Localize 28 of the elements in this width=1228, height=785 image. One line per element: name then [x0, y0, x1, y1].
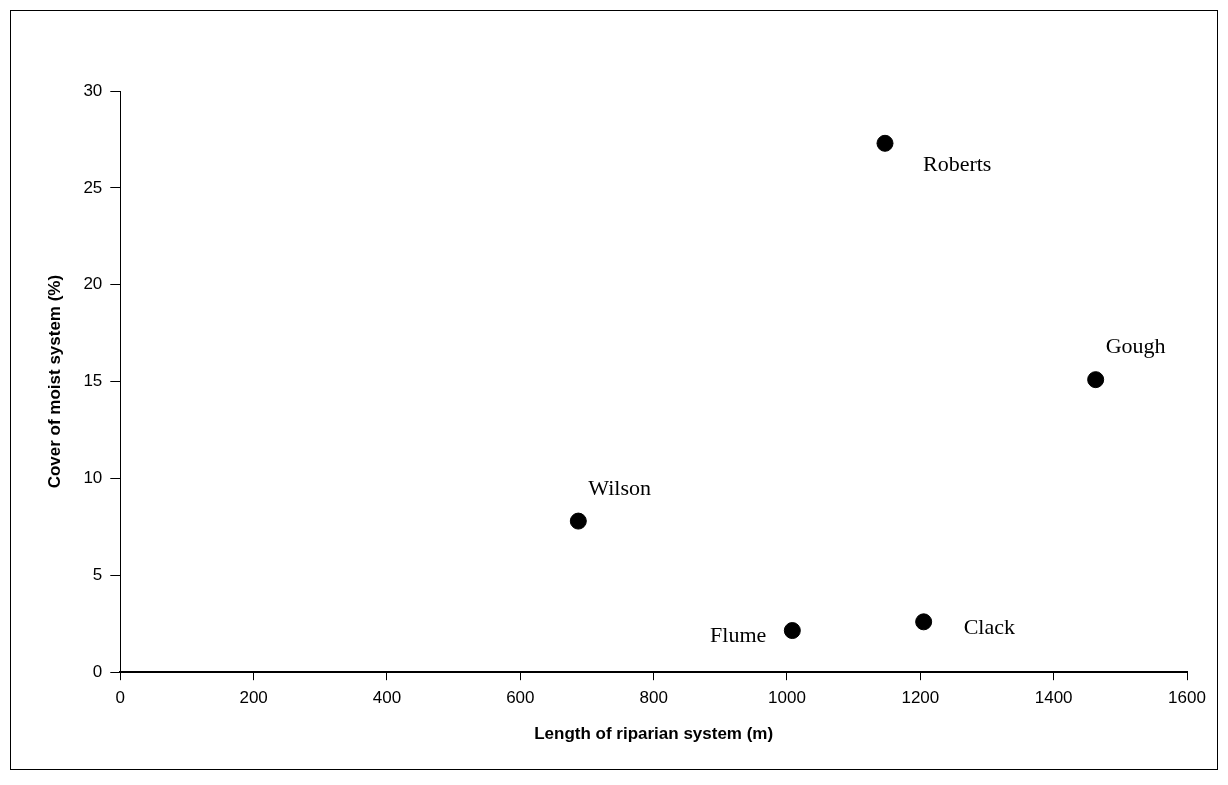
y-tick-label: 30	[83, 80, 103, 100]
point	[915, 613, 933, 631]
annotation: Wilson	[588, 474, 651, 500]
x-tick-label: 200	[239, 688, 268, 708]
point	[569, 512, 587, 530]
x-tick-label: 1000	[768, 688, 806, 708]
annotation: Clack	[963, 613, 1015, 639]
point	[876, 134, 894, 152]
x-tick-label: 1600	[1168, 688, 1206, 708]
y-tick-label: 5	[92, 565, 103, 585]
y-tick-label: 10	[83, 468, 103, 488]
y-tick-label: 25	[83, 177, 103, 197]
point	[1087, 371, 1105, 389]
x-tick-label: 1400	[1034, 688, 1073, 708]
x-tick-label: 0	[115, 688, 126, 708]
annotation: Roberts	[922, 151, 992, 177]
annotation: Flume	[710, 622, 767, 648]
annotation: Gough	[1105, 333, 1166, 359]
x-tick-label: 400	[372, 688, 402, 708]
x-axis-title: Length of riparian system (m)	[534, 724, 774, 744]
y-tick-label: 0	[92, 661, 103, 681]
point	[783, 622, 801, 640]
y-tick-label: 15	[83, 371, 103, 391]
x-tick-label: 1200	[901, 688, 940, 708]
y-tick-label: 20	[83, 274, 103, 294]
x-tick-label: 800	[639, 688, 668, 708]
x-tick-label: 600	[506, 688, 535, 708]
y-axis-title: Cover of moist system (%)	[44, 274, 64, 489]
